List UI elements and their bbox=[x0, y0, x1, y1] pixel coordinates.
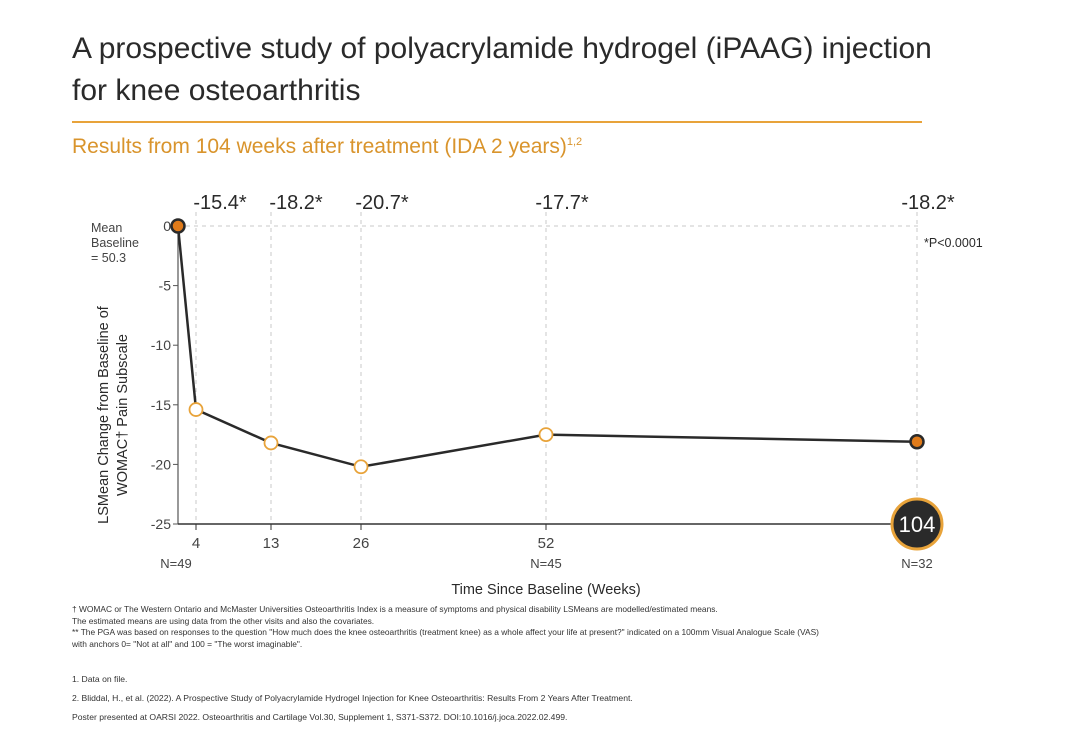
y-tick-label: -20 bbox=[151, 456, 171, 472]
y-tick-label: -10 bbox=[151, 337, 171, 353]
x-tick-label: 13 bbox=[263, 535, 280, 552]
sample-size-label: N=49 bbox=[160, 556, 191, 571]
data-point bbox=[188, 402, 204, 417]
y-axis-label: WOMAC† Pain Subscale bbox=[115, 334, 131, 496]
subtitle: Results from 104 weeks after treatment (… bbox=[72, 135, 582, 159]
subtitle-reference: 1,2 bbox=[566, 136, 583, 148]
y-tick-label: 0 bbox=[163, 218, 171, 234]
x-axis-label: Time Since Baseline (Weeks) bbox=[451, 582, 640, 598]
y-tick-label: -5 bbox=[159, 278, 172, 294]
footnote: The estimated means are using data from … bbox=[72, 615, 375, 626]
reference: Poster presented at OARSI 2022. Osteoart… bbox=[72, 712, 568, 722]
series-line bbox=[176, 225, 918, 469]
page-title: A prospective study of polyacrylamide hy… bbox=[72, 32, 932, 107]
data-point bbox=[170, 218, 186, 234]
title-divider bbox=[72, 121, 922, 123]
y-axis-label: LSMean Change from Baseline of bbox=[96, 305, 112, 524]
baseline-note: Mean bbox=[91, 221, 122, 235]
value-label: -17.7* bbox=[535, 192, 589, 214]
reference: 1. Data on file. bbox=[72, 674, 128, 684]
sample-size-label: N=45 bbox=[530, 556, 561, 571]
subtitle-text: Results from 104 weeks after treatment (… bbox=[72, 135, 567, 158]
x-tick-highlight-circle bbox=[890, 497, 944, 551]
significance-note: *P<0.0001 bbox=[924, 236, 983, 250]
footnote: † WOMAC or The Western Ontario and McMas… bbox=[72, 604, 718, 614]
footnote: with anchors 0= "Not at all" and 100 = "… bbox=[72, 638, 303, 649]
data-point bbox=[909, 434, 925, 450]
x-tick-label: 4 bbox=[192, 535, 200, 552]
x-tick-label: 104 bbox=[899, 512, 936, 537]
value-label: -15.4* bbox=[193, 192, 247, 214]
y-tick-label: -25 bbox=[151, 516, 171, 532]
x-tick-label: 26 bbox=[353, 535, 370, 552]
data-point bbox=[263, 435, 279, 451]
line-chart: 0 -5 -10 -15 -20 -25 4 13 26 52 104 N=49 N=45 N=32 Tim… bbox=[91, 192, 983, 598]
sample-size-label: N=32 bbox=[901, 556, 932, 571]
x-tick-label: 52 bbox=[538, 535, 555, 552]
value-label: -18.2* bbox=[901, 192, 955, 214]
baseline-note: = 50.3 bbox=[91, 251, 126, 265]
baseline-note: Baseline bbox=[91, 236, 139, 250]
references: 1. Data on file. 2. Bliddal, H., et al. … bbox=[72, 670, 972, 727]
footnote: ** The PGA was based on responses to the… bbox=[72, 627, 819, 637]
data-point bbox=[538, 427, 554, 443]
data-point bbox=[353, 459, 369, 475]
y-tick-label: -15 bbox=[151, 397, 171, 413]
footnotes: † WOMAC or The Western Ontario and McMas… bbox=[72, 604, 952, 650]
reference: 2. Bliddal, H., et al. (2022). A Prospec… bbox=[72, 693, 633, 703]
value-label: -20.7* bbox=[355, 192, 409, 214]
value-label: -18.2* bbox=[269, 192, 323, 214]
